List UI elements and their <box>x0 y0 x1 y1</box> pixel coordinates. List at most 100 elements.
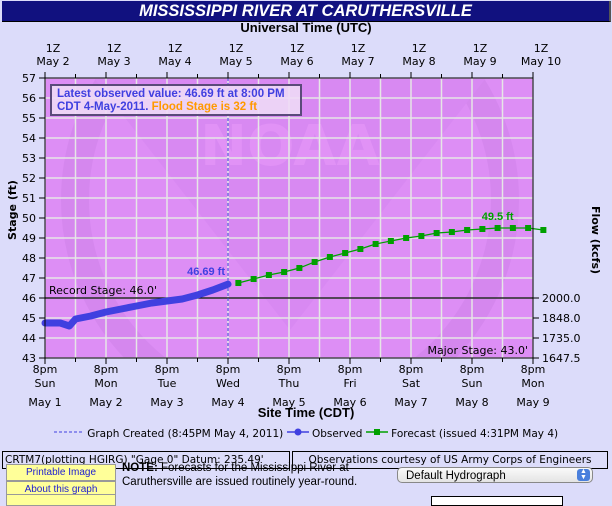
select-arrows-icon: ▲ ▼ <box>577 468 590 481</box>
legend-observed: Observed <box>311 428 363 440</box>
x-tick-date: May 9 <box>516 396 549 409</box>
forecast-point <box>265 272 272 278</box>
x-tick-time: 8pm <box>277 363 302 376</box>
forecast-point <box>509 225 516 231</box>
forecast-point <box>387 238 394 244</box>
y-tick-label: 57 <box>22 72 36 85</box>
forecast-point <box>342 250 349 256</box>
forecast-point <box>448 229 455 235</box>
top-tick-date: May 6 <box>280 55 313 68</box>
forecast-point <box>494 225 501 231</box>
forecast-point <box>433 230 440 236</box>
flood-stage-text: Flood Stage is 32 ft <box>151 101 258 113</box>
record-stage-label: Record Stage: 46.0' <box>49 284 157 297</box>
x-tick-time: 8pm <box>155 363 180 376</box>
x-tick-date: May 5 <box>272 396 305 409</box>
flow-tick-label: 1647.5 <box>542 352 581 365</box>
forecast-point <box>235 280 242 286</box>
top-tick-hour: 1Z <box>46 42 61 55</box>
x-tick-date: May 3 <box>150 396 183 409</box>
legend-graph-created: Graph Created (8:45PM May 4, 2011) <box>87 428 284 440</box>
graph-created-dash-icon <box>53 431 82 433</box>
note-text: Forecasts for the Mississippi River at C… <box>122 462 358 488</box>
forecast-line-icon <box>365 429 388 435</box>
x-tick-day: Sun <box>35 377 56 390</box>
top-tick-date: May 10 <box>521 55 561 68</box>
select-value: Default Hydrograph <box>406 470 506 482</box>
x-tick-time: 8pm <box>399 363 424 376</box>
forecast-point <box>281 269 288 275</box>
x-tick-day: Sun <box>462 377 483 390</box>
legend-forecast: Forecast (issued 4:31PM May 4) <box>391 428 559 440</box>
hydrograph-chart: NOAA 4344454647484950515253545556578pmSu… <box>6 42 602 409</box>
y-tick-label: 56 <box>22 92 36 105</box>
x-tick-time: 8pm <box>460 363 485 376</box>
more-button[interactable] <box>6 494 116 506</box>
forecast-point <box>464 227 471 233</box>
top-tick-date: May 4 <box>158 55 191 68</box>
y-tick-label: 54 <box>22 132 36 145</box>
flow-tick-label: 1848.0 <box>542 312 581 325</box>
chart-title: MISSISSIPPI RIVER AT CARUTHERSVILLE <box>2 1 611 22</box>
y-tick-label: 52 <box>22 172 36 185</box>
y2-axis-title: Flow (kcfs) <box>589 206 602 274</box>
observed-last-label: 46.69 ft <box>187 266 225 278</box>
x-tick-date: May 8 <box>455 396 488 409</box>
forecast-point <box>357 246 364 252</box>
y-tick-label: 46 <box>22 292 36 305</box>
x-tick-day: Mon <box>94 377 117 390</box>
forecast-point <box>479 226 486 232</box>
x-tick-day: Wed <box>216 377 240 390</box>
legend: Graph Created (8:45PM May 4, 2011) Obser… <box>0 427 612 440</box>
top-tick-hour: 1Z <box>534 42 549 55</box>
top-tick-date: May 5 <box>219 55 252 68</box>
y-tick-label: 55 <box>22 112 36 125</box>
latest-observed-box: Latest observed value: 46.69 ft at 8:00 … <box>50 84 302 116</box>
svg-text:NOAA: NOAA <box>200 114 380 179</box>
forecast-point <box>296 265 303 271</box>
y-tick-label: 48 <box>22 252 36 265</box>
x-tick-date: May 7 <box>394 396 427 409</box>
x-tick-day: Tue <box>157 377 177 390</box>
forecast-point <box>311 259 318 265</box>
major-stage-label: Major Stage: 43.0' <box>427 344 528 357</box>
y-tick-label: 47 <box>22 272 36 285</box>
latest-observed-date: CDT 4-May-2011. <box>57 101 152 113</box>
top-tick-date: May 2 <box>36 55 69 68</box>
x-tick-date: May 1 <box>28 396 61 409</box>
x-axis-title: Site Time (CDT) <box>257 405 355 420</box>
y-tick-label: 43 <box>22 352 36 365</box>
x-tick-time: 8pm <box>521 363 546 376</box>
forecast-point <box>525 225 532 231</box>
x-tick-time: 8pm <box>33 363 58 376</box>
datum-info: CRTM7(plotting HGIRG) "Gage 0" Datum: 23… <box>2 451 290 469</box>
submit-box[interactable] <box>431 496 563 506</box>
top-tick-hour: 1Z <box>412 42 427 55</box>
note-label: NOTE: <box>122 462 158 474</box>
x-tick-time: 8pm <box>216 363 241 376</box>
hydrograph-type-select[interactable]: Default Hydrograph ▲ ▼ <box>397 467 593 483</box>
top-tick-hour: 1Z <box>229 42 244 55</box>
flow-tick-label: 1735.0 <box>542 332 581 345</box>
forecast-peak-label: 49.5 ft <box>482 211 514 223</box>
y-tick-label: 53 <box>22 152 36 165</box>
top-tick-date: May 9 <box>463 55 496 68</box>
forecast-point <box>326 254 333 260</box>
y-tick-label: 50 <box>22 212 36 225</box>
top-tick-hour: 1Z <box>290 42 305 55</box>
x-tick-date: May 2 <box>89 396 122 409</box>
x-tick-date: May 6 <box>333 396 366 409</box>
y-tick-label: 51 <box>22 192 36 205</box>
forecast-point <box>372 241 379 247</box>
x-tick-day: Mon <box>521 377 544 390</box>
x-tick-day: Sat <box>402 377 421 390</box>
x-tick-day: Fri <box>343 377 356 390</box>
x-tick-date: May 4 <box>211 396 244 409</box>
top-tick-hour: 1Z <box>107 42 122 55</box>
x-tick-time: 8pm <box>94 363 119 376</box>
top-tick-date: May 7 <box>341 55 374 68</box>
printable-image-button[interactable]: Printable Image <box>6 464 116 481</box>
y-axis-title: Stage (ft) <box>6 180 19 240</box>
top-tick-hour: 1Z <box>168 42 183 55</box>
observed-line-icon <box>286 428 309 436</box>
